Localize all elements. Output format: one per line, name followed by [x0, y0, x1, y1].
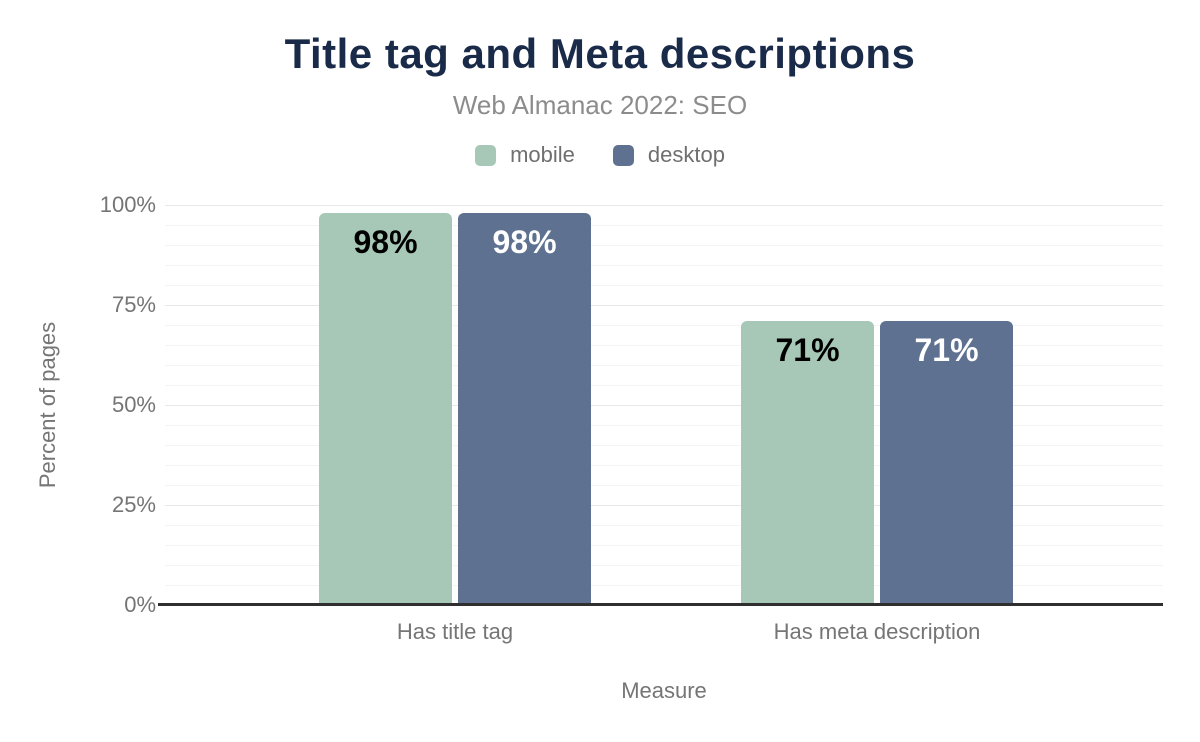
bar-value-label: 98% — [492, 224, 557, 260]
gridline — [165, 325, 1163, 326]
y-tick-label: 100% — [99, 192, 156, 217]
gridline — [165, 285, 1163, 286]
gridline — [165, 545, 1163, 546]
gridline — [165, 225, 1163, 226]
desktop-legend-swatch — [612, 144, 634, 166]
bar-mobile-0: 98% — [319, 213, 452, 605]
legend-item-desktop: desktop — [612, 142, 725, 168]
gridline — [165, 265, 1163, 266]
plot-area: 98% 98% Has title tag 71% 71% Has meta descri… — [165, 205, 1163, 644]
x-category-label: Has meta description — [773, 619, 981, 644]
gridline — [165, 305, 1163, 306]
x-category-label: Has title tag — [396, 619, 514, 644]
bar-desktop-1: 71% — [880, 321, 1013, 605]
y-axis-ticks: 0% 25% 50% 75% 100% — [0, 192, 156, 617]
y-tick-label: 25% — [111, 492, 156, 517]
legend-label-desktop: desktop — [647, 142, 725, 167]
mobile-legend-swatch — [475, 144, 497, 166]
x-axis-line — [158, 603, 1163, 606]
gridline — [165, 245, 1163, 246]
gridline — [165, 345, 1163, 346]
gridline — [165, 365, 1163, 366]
gridline — [165, 445, 1163, 446]
gridline — [165, 385, 1163, 386]
gridline — [165, 585, 1163, 586]
y-tick-label: 75% — [111, 292, 156, 317]
y-tick-label: 50% — [111, 392, 156, 417]
bar-value-label: 71% — [914, 332, 979, 368]
legend: mobile desktop — [0, 142, 1200, 168]
chart-title: Title tag and Meta descriptions — [284, 30, 916, 77]
gridline — [165, 565, 1163, 566]
gridline — [165, 505, 1163, 506]
bar-value-label: 98% — [353, 224, 418, 260]
y-tick-label: 0% — [124, 592, 156, 617]
bar-desktop-0: 98% — [458, 213, 591, 605]
gridline — [165, 405, 1163, 406]
gridline — [165, 205, 1163, 206]
gridline — [165, 425, 1163, 426]
gridline — [165, 525, 1163, 526]
legend-label-mobile: mobile — [510, 142, 575, 167]
legend-item-mobile: mobile — [475, 142, 575, 168]
bar-mobile-1: 71% — [741, 321, 874, 605]
gridline — [165, 465, 1163, 466]
gridline — [165, 485, 1163, 486]
chart-subtitle: Web Almanac 2022: SEO — [452, 90, 748, 120]
x-axis-title: Measure — [621, 678, 707, 703]
bar-value-label: 71% — [775, 332, 840, 368]
